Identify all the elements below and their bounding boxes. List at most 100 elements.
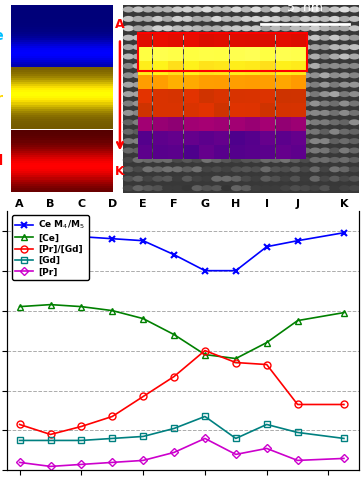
Circle shape bbox=[123, 63, 134, 69]
Circle shape bbox=[319, 166, 331, 172]
FancyBboxPatch shape bbox=[138, 103, 152, 117]
FancyBboxPatch shape bbox=[184, 118, 199, 131]
Circle shape bbox=[270, 91, 281, 97]
Circle shape bbox=[142, 16, 154, 22]
FancyBboxPatch shape bbox=[11, 181, 113, 184]
Circle shape bbox=[192, 72, 203, 78]
Circle shape bbox=[310, 35, 321, 41]
Circle shape bbox=[211, 129, 223, 135]
Circle shape bbox=[241, 138, 252, 144]
FancyBboxPatch shape bbox=[199, 118, 214, 131]
Circle shape bbox=[280, 72, 291, 78]
Circle shape bbox=[310, 110, 321, 116]
Circle shape bbox=[349, 44, 360, 50]
Circle shape bbox=[142, 44, 154, 50]
FancyBboxPatch shape bbox=[11, 21, 113, 24]
FancyBboxPatch shape bbox=[291, 75, 306, 89]
FancyBboxPatch shape bbox=[276, 34, 291, 47]
FancyBboxPatch shape bbox=[184, 103, 199, 117]
Circle shape bbox=[270, 120, 281, 125]
Circle shape bbox=[142, 110, 154, 116]
FancyBboxPatch shape bbox=[11, 9, 113, 11]
[Ce] bbox=[203, 352, 207, 358]
Circle shape bbox=[231, 147, 242, 154]
FancyBboxPatch shape bbox=[11, 72, 113, 73]
FancyBboxPatch shape bbox=[11, 48, 113, 50]
Circle shape bbox=[290, 53, 301, 60]
Circle shape bbox=[211, 63, 223, 69]
Circle shape bbox=[221, 147, 232, 154]
FancyBboxPatch shape bbox=[11, 119, 113, 121]
Legend: Ce M$_4$/M$_5$, [Ce], [Pr]/[Gd], [Gd], [Pr]: Ce M$_4$/M$_5$, [Ce], [Pr]/[Gd], [Gd], [… bbox=[12, 215, 89, 280]
Text: K: K bbox=[115, 165, 125, 178]
Circle shape bbox=[201, 138, 213, 144]
FancyBboxPatch shape bbox=[153, 132, 168, 145]
Circle shape bbox=[270, 16, 281, 22]
Circle shape bbox=[182, 166, 193, 172]
Circle shape bbox=[182, 63, 193, 69]
Circle shape bbox=[152, 138, 163, 144]
Circle shape bbox=[221, 63, 232, 69]
FancyBboxPatch shape bbox=[153, 103, 168, 117]
Circle shape bbox=[319, 129, 331, 135]
Circle shape bbox=[250, 185, 262, 191]
FancyBboxPatch shape bbox=[261, 34, 276, 47]
FancyBboxPatch shape bbox=[215, 34, 229, 47]
Circle shape bbox=[300, 35, 311, 41]
Circle shape bbox=[280, 100, 291, 107]
Circle shape bbox=[172, 82, 183, 88]
Circle shape bbox=[349, 72, 360, 78]
FancyBboxPatch shape bbox=[11, 167, 113, 169]
Circle shape bbox=[300, 157, 311, 163]
[Pr]/[Gd] bbox=[79, 423, 83, 429]
Circle shape bbox=[260, 82, 272, 88]
Circle shape bbox=[162, 44, 173, 50]
Circle shape bbox=[310, 147, 321, 154]
Circle shape bbox=[201, 7, 213, 12]
FancyBboxPatch shape bbox=[276, 132, 291, 145]
FancyBboxPatch shape bbox=[138, 145, 152, 159]
FancyBboxPatch shape bbox=[11, 84, 113, 86]
FancyBboxPatch shape bbox=[11, 163, 113, 165]
Circle shape bbox=[172, 63, 183, 69]
Circle shape bbox=[221, 166, 232, 172]
FancyBboxPatch shape bbox=[11, 54, 113, 56]
Circle shape bbox=[211, 7, 223, 12]
Circle shape bbox=[211, 166, 223, 172]
FancyBboxPatch shape bbox=[215, 48, 229, 61]
FancyBboxPatch shape bbox=[11, 180, 113, 181]
Circle shape bbox=[231, 7, 242, 12]
Circle shape bbox=[280, 129, 291, 135]
Circle shape bbox=[123, 82, 134, 88]
Circle shape bbox=[192, 44, 203, 50]
FancyBboxPatch shape bbox=[11, 144, 113, 146]
Circle shape bbox=[339, 176, 350, 182]
FancyBboxPatch shape bbox=[11, 102, 113, 105]
Circle shape bbox=[310, 53, 321, 60]
Circle shape bbox=[250, 63, 262, 69]
Circle shape bbox=[182, 91, 193, 97]
Circle shape bbox=[319, 157, 331, 163]
Circle shape bbox=[201, 166, 213, 172]
Circle shape bbox=[123, 44, 134, 50]
Circle shape bbox=[241, 176, 252, 182]
FancyBboxPatch shape bbox=[291, 61, 306, 75]
FancyBboxPatch shape bbox=[11, 141, 113, 143]
FancyBboxPatch shape bbox=[11, 127, 113, 129]
Circle shape bbox=[260, 63, 272, 69]
FancyBboxPatch shape bbox=[11, 123, 113, 125]
Circle shape bbox=[142, 147, 154, 154]
Circle shape bbox=[300, 16, 311, 22]
Circle shape bbox=[182, 100, 193, 107]
Circle shape bbox=[182, 147, 193, 154]
Circle shape bbox=[329, 7, 340, 12]
Circle shape bbox=[182, 7, 193, 12]
Circle shape bbox=[250, 157, 262, 163]
Circle shape bbox=[300, 120, 311, 125]
Circle shape bbox=[270, 25, 281, 31]
Line: [Pr]: [Pr] bbox=[17, 436, 347, 469]
Circle shape bbox=[221, 185, 232, 191]
Circle shape bbox=[241, 72, 252, 78]
Circle shape bbox=[192, 138, 203, 144]
FancyBboxPatch shape bbox=[11, 78, 113, 80]
